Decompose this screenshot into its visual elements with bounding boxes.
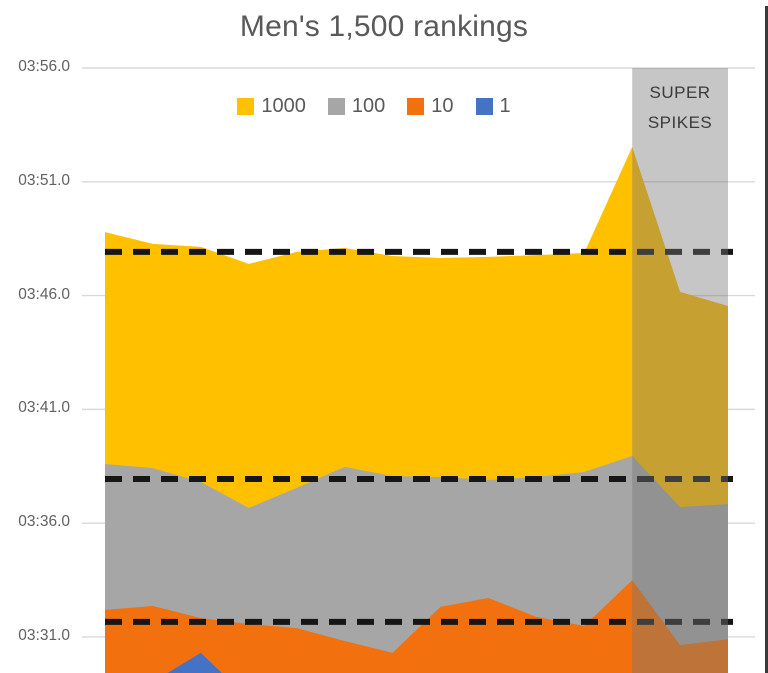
area-1 — [167, 652, 222, 673]
legend-item: 100 — [327, 95, 386, 118]
area-10 — [105, 580, 728, 673]
legend-item: 1 — [475, 95, 511, 118]
super-spikes-band — [632, 68, 728, 673]
y-tick-label: 03:36.0 — [18, 513, 70, 531]
legend-swatch — [327, 98, 345, 115]
super-spikes-line-2: SPIKES — [647, 113, 713, 132]
legend-swatch — [237, 98, 255, 115]
area-100 — [105, 456, 728, 673]
y-tick-label: 03:41.0 — [18, 399, 70, 417]
y-tick-label: 03:51.0 — [18, 171, 70, 189]
super-spikes-label: SUPER SPIKES — [632, 78, 728, 138]
legend-label: 100 — [351, 95, 386, 117]
legend-item: 1000 — [237, 95, 306, 118]
y-tick-label: 03:31.0 — [18, 626, 70, 644]
legend-label: 10 — [431, 95, 454, 117]
legend: 1000 100 10 1 — [0, 95, 748, 118]
legend-label: 1000 — [261, 95, 306, 117]
super-spikes-line-1: SUPER — [649, 83, 711, 102]
legend-label: 1 — [499, 95, 511, 117]
window-edge — [765, 6, 768, 673]
y-tick-label: 03:56.0 — [18, 58, 70, 75]
legend-item: 10 — [407, 95, 454, 118]
legend-swatch — [407, 98, 425, 115]
legend-swatch — [475, 98, 493, 115]
chart-title: Men's 1,500 rankings — [239, 10, 529, 43]
y-tick-label: 03:46.0 — [18, 285, 70, 303]
